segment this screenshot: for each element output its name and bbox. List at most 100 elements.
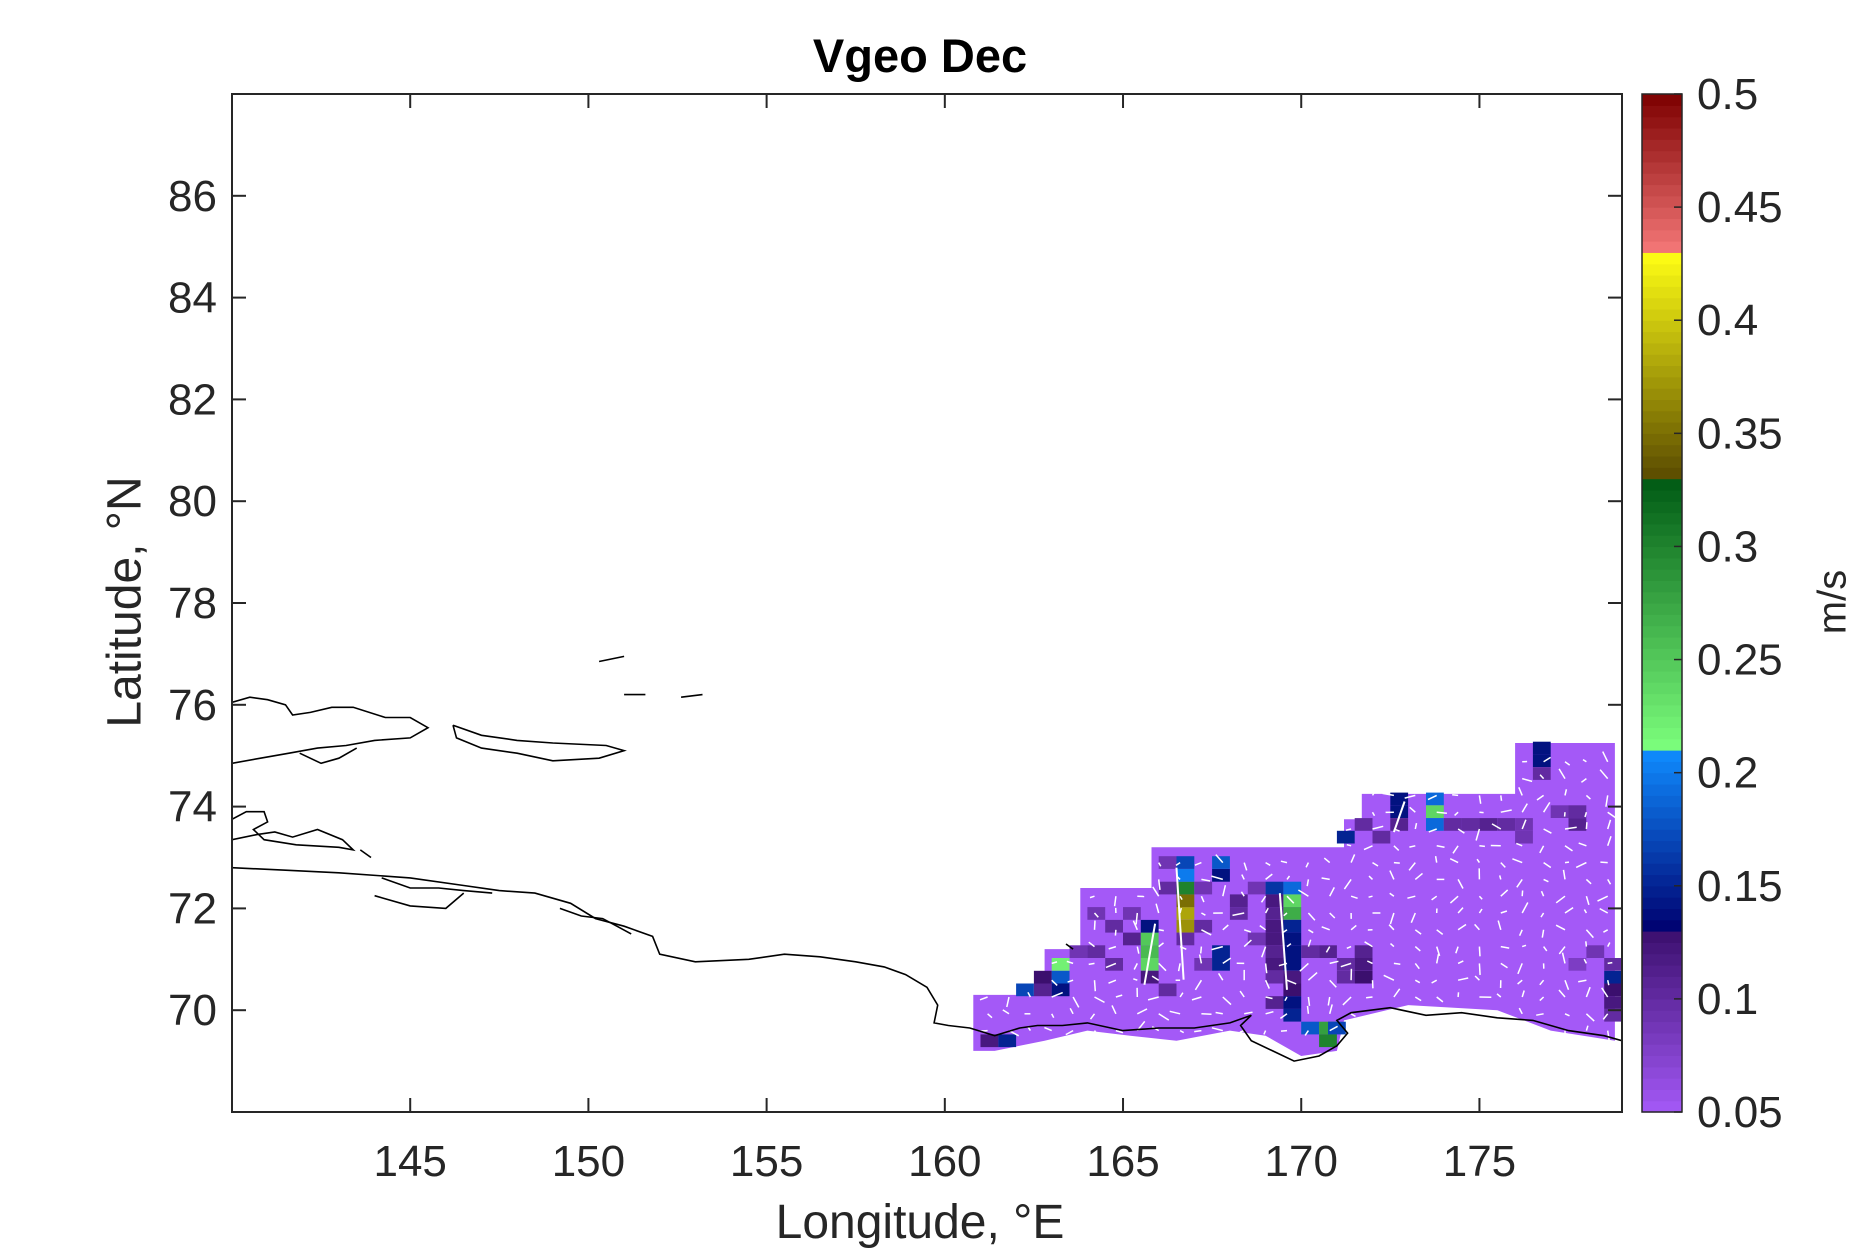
x-tick-label: 150	[552, 1137, 625, 1186]
velocity-vector	[1436, 996, 1444, 1003]
velocity-vector	[1143, 923, 1157, 985]
velocity-cell	[1265, 881, 1284, 895]
velocity-vector	[1329, 1025, 1338, 1032]
coastline	[232, 866, 1622, 1062]
velocity-vector	[1435, 946, 1441, 957]
velocity-vector	[1284, 996, 1288, 1002]
velocity-cell	[1497, 818, 1516, 831]
velocity-cell	[1568, 958, 1587, 971]
colorbar-step	[1642, 614, 1682, 627]
velocity-vector	[1346, 945, 1352, 949]
velocity-vector	[1346, 843, 1352, 847]
velocity-vector	[1132, 920, 1138, 931]
velocity-vector	[1539, 979, 1545, 986]
velocity-cell	[1194, 919, 1213, 933]
coastline	[381, 877, 493, 894]
velocity-vector	[1389, 892, 1395, 897]
velocity-cell	[1140, 932, 1159, 946]
colorbar-step	[1642, 1032, 1682, 1045]
velocity-vector	[1585, 1025, 1589, 1031]
velocity-cell	[1532, 741, 1551, 755]
velocity-vector	[1435, 953, 1440, 964]
velocity-vector	[1410, 912, 1416, 923]
colorbar-step	[1642, 263, 1682, 276]
velocity-cell	[1194, 881, 1213, 895]
colorbar-tick-label: 0.3	[1697, 522, 1758, 571]
velocity-vector	[1265, 1010, 1274, 1015]
colorbar-step	[1642, 897, 1682, 909]
colorbar-step	[1642, 444, 1682, 457]
velocity-vector	[1543, 828, 1552, 834]
velocity-vector	[1286, 979, 1297, 985]
velocity-vector	[1497, 920, 1502, 931]
colorbar-step	[1642, 806, 1682, 819]
colorbar-step	[1642, 94, 1682, 106]
colorbar-step	[1642, 218, 1682, 231]
colorbar-step	[1642, 670, 1682, 683]
colorbar-step	[1642, 716, 1682, 729]
velocity-cell	[1532, 754, 1551, 768]
velocity-vector	[1539, 845, 1545, 854]
velocity-vector	[1564, 789, 1568, 796]
velocity-cell	[1443, 818, 1462, 831]
velocity-vector	[1389, 870, 1395, 880]
velocity-vector	[1177, 963, 1181, 972]
velocity-vector	[1243, 862, 1248, 871]
velocity-vector	[1363, 845, 1373, 851]
velocity-vector	[1478, 946, 1481, 957]
velocity-cell	[1265, 919, 1284, 933]
velocity-vector	[1564, 979, 1570, 991]
velocity-vector	[1321, 926, 1330, 931]
velocity-vector	[1414, 979, 1421, 984]
velocity-vector	[1194, 1029, 1202, 1033]
velocity-vector	[1436, 929, 1444, 935]
colorbar-tick-label: 0.5	[1697, 70, 1758, 119]
velocity-cell	[1265, 958, 1284, 971]
colorbar-step	[1642, 308, 1682, 321]
velocity-vector	[1201, 1013, 1212, 1016]
colorbar-step	[1642, 885, 1682, 898]
velocity-cell	[1283, 932, 1302, 946]
colorbar-step	[1642, 942, 1682, 955]
colorbar-step	[1642, 817, 1682, 830]
colorbar-step	[1642, 286, 1682, 299]
velocity-vector	[1093, 920, 1096, 930]
velocity-vector	[1093, 980, 1097, 992]
velocity-vector	[1350, 895, 1358, 900]
velocity-vector	[1243, 939, 1252, 948]
velocity-vector	[1457, 923, 1467, 931]
velocity-vector	[1479, 845, 1485, 848]
colorbar-step	[1642, 241, 1682, 253]
colorbar-step	[1642, 354, 1682, 367]
velocity-vector	[1260, 946, 1267, 958]
velocity-cell	[1016, 983, 1034, 997]
velocity-vector	[1072, 996, 1080, 1008]
colorbar-step	[1642, 874, 1682, 887]
velocity-vector	[1382, 792, 1395, 797]
velocity-cell	[1354, 945, 1373, 958]
velocity-vector	[1431, 895, 1438, 901]
velocity-vector	[1093, 1030, 1101, 1040]
velocity-vector	[1108, 945, 1117, 950]
velocity-vector	[1215, 854, 1224, 864]
velocity-vector	[1260, 895, 1267, 903]
coastline	[559, 907, 632, 935]
velocity-cell	[1051, 958, 1070, 971]
velocity-vector	[1582, 758, 1587, 763]
colorbar-step	[1642, 161, 1682, 174]
velocity-cell	[1372, 830, 1391, 844]
colorbar-step	[1642, 365, 1682, 378]
velocity-vector	[1329, 912, 1336, 919]
velocity-vector	[1393, 845, 1400, 851]
velocity-vector	[1151, 975, 1160, 981]
velocity-vector	[1427, 794, 1438, 801]
colorbar-step	[1642, 501, 1682, 514]
velocity-vector	[1414, 822, 1418, 830]
velocity-vector	[1434, 855, 1438, 863]
velocity-vector	[1263, 1030, 1267, 1035]
velocity-cell	[1283, 958, 1302, 971]
velocity-cell	[1265, 996, 1284, 1009]
velocity-cell	[1212, 856, 1230, 869]
colorbar-step	[1642, 455, 1682, 468]
